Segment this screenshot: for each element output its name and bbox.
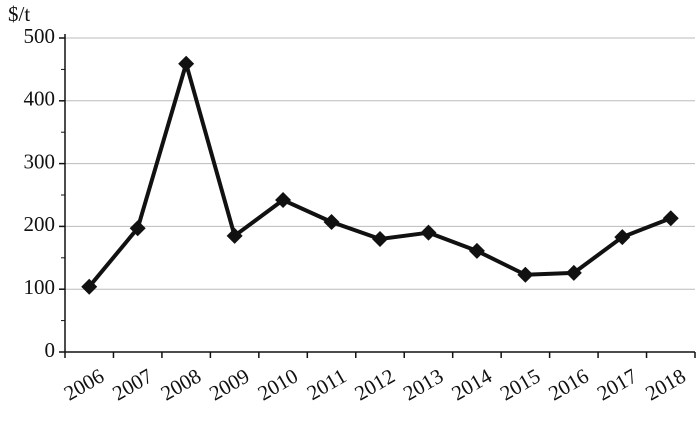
y-tick-label: 0: [45, 338, 56, 362]
marker: [565, 264, 582, 281]
y-tick-label: 200: [24, 212, 56, 236]
marker: [81, 278, 98, 295]
y-tick-label: 100: [24, 275, 56, 299]
y-tick-label: 400: [24, 87, 56, 111]
x-tick-label: 2015: [496, 364, 544, 406]
x-tick-label: 2010: [254, 364, 302, 406]
marker: [129, 220, 146, 237]
x-tick-label: 2008: [157, 364, 205, 406]
y-tick-label: 300: [24, 149, 56, 173]
y-tick-label: 500: [24, 24, 56, 48]
marker: [226, 227, 243, 244]
y-axis-label: $/t: [8, 2, 30, 26]
marker: [178, 55, 195, 72]
marker: [662, 210, 679, 227]
line: [87, 61, 672, 288]
x-tick-label: 2013: [399, 364, 447, 406]
x-tick-label: 2006: [60, 364, 108, 406]
marker: [372, 230, 388, 247]
x-tick-label: 2011: [303, 364, 351, 405]
marker: [420, 224, 437, 241]
marker: [468, 242, 485, 259]
x-tick-label: 2017: [593, 364, 641, 406]
marker: [614, 229, 631, 246]
x-tick-label: 2018: [641, 364, 689, 406]
x-tick-label: 2016: [544, 364, 592, 406]
x-tick-label: 2012: [351, 364, 399, 406]
marker: [323, 214, 340, 231]
x-tick-label: 2014: [447, 363, 496, 405]
marker: [517, 266, 534, 283]
x-tick-label: 2009: [205, 364, 253, 406]
x-tick-label: 2007: [108, 364, 156, 406]
marker: [275, 192, 292, 209]
